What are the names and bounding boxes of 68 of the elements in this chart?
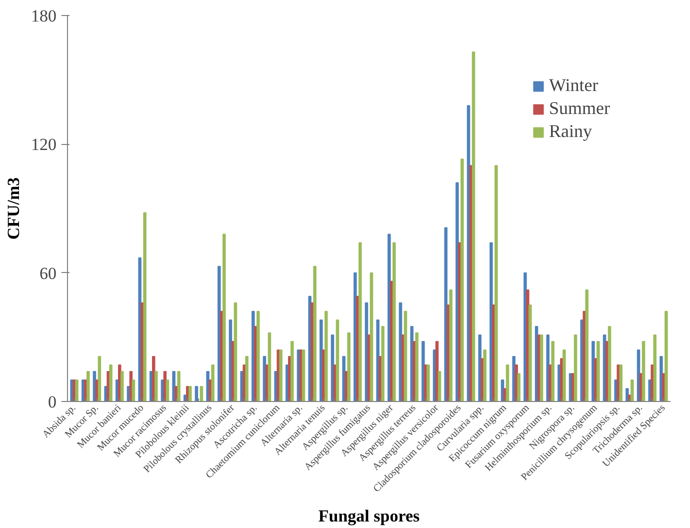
bar [268, 332, 272, 402]
bar [86, 370, 90, 402]
bar [358, 242, 362, 402]
bar [336, 320, 340, 402]
bar [404, 310, 408, 402]
legend-label: Summer [549, 98, 610, 119]
bar [109, 364, 112, 402]
bar [132, 380, 136, 402]
bar [528, 304, 532, 402]
bar [166, 380, 170, 402]
bar [540, 334, 544, 402]
bar [347, 332, 350, 402]
bar [177, 370, 180, 402]
bar [172, 370, 176, 402]
bar [194, 386, 198, 402]
bar [415, 332, 418, 402]
bar [444, 227, 448, 402]
bar [392, 242, 396, 402]
bar [143, 212, 146, 402]
bar [596, 340, 600, 402]
bar [494, 165, 498, 402]
bar [154, 370, 158, 402]
bar [449, 289, 452, 402]
bar [426, 364, 430, 402]
bar [574, 334, 578, 402]
legend-label: Rainy [549, 121, 592, 142]
bar [234, 302, 238, 402]
bar [551, 340, 554, 402]
bar [256, 310, 260, 402]
bar [222, 234, 226, 402]
bar [642, 340, 646, 402]
bar [664, 310, 668, 402]
y-tick-label: 120 [31, 135, 56, 154]
bar [370, 272, 374, 402]
bar [211, 364, 214, 402]
bar [626, 388, 629, 402]
y-tick-label: 0 [48, 392, 56, 412]
bar [619, 364, 622, 402]
bar [381, 326, 384, 402]
bar [120, 370, 124, 402]
bar [472, 51, 476, 402]
y-tick-label: 60 [40, 264, 56, 283]
bar [313, 266, 316, 402]
bar [290, 340, 294, 402]
bar [245, 356, 248, 402]
y-tick-label: 180 [31, 6, 56, 26]
bar [376, 320, 380, 402]
bar [517, 373, 520, 402]
bar [98, 356, 102, 402]
legend-label: Winter [549, 75, 598, 96]
bar [653, 334, 656, 402]
bar [302, 350, 306, 402]
bar [630, 380, 634, 402]
bar [200, 386, 204, 402]
bar [279, 350, 282, 402]
bar [75, 380, 78, 402]
bar [546, 334, 550, 402]
bar [324, 310, 328, 402]
bar [608, 326, 612, 402]
y-axis-title: CFU/m3 [4, 177, 23, 240]
bar [585, 289, 588, 402]
bar [506, 364, 510, 402]
x-axis-title: Fungal spores [318, 506, 420, 526]
bar [562, 350, 566, 402]
bar [438, 370, 442, 402]
bar [460, 158, 464, 402]
bar [483, 350, 486, 402]
bar [188, 386, 192, 402]
